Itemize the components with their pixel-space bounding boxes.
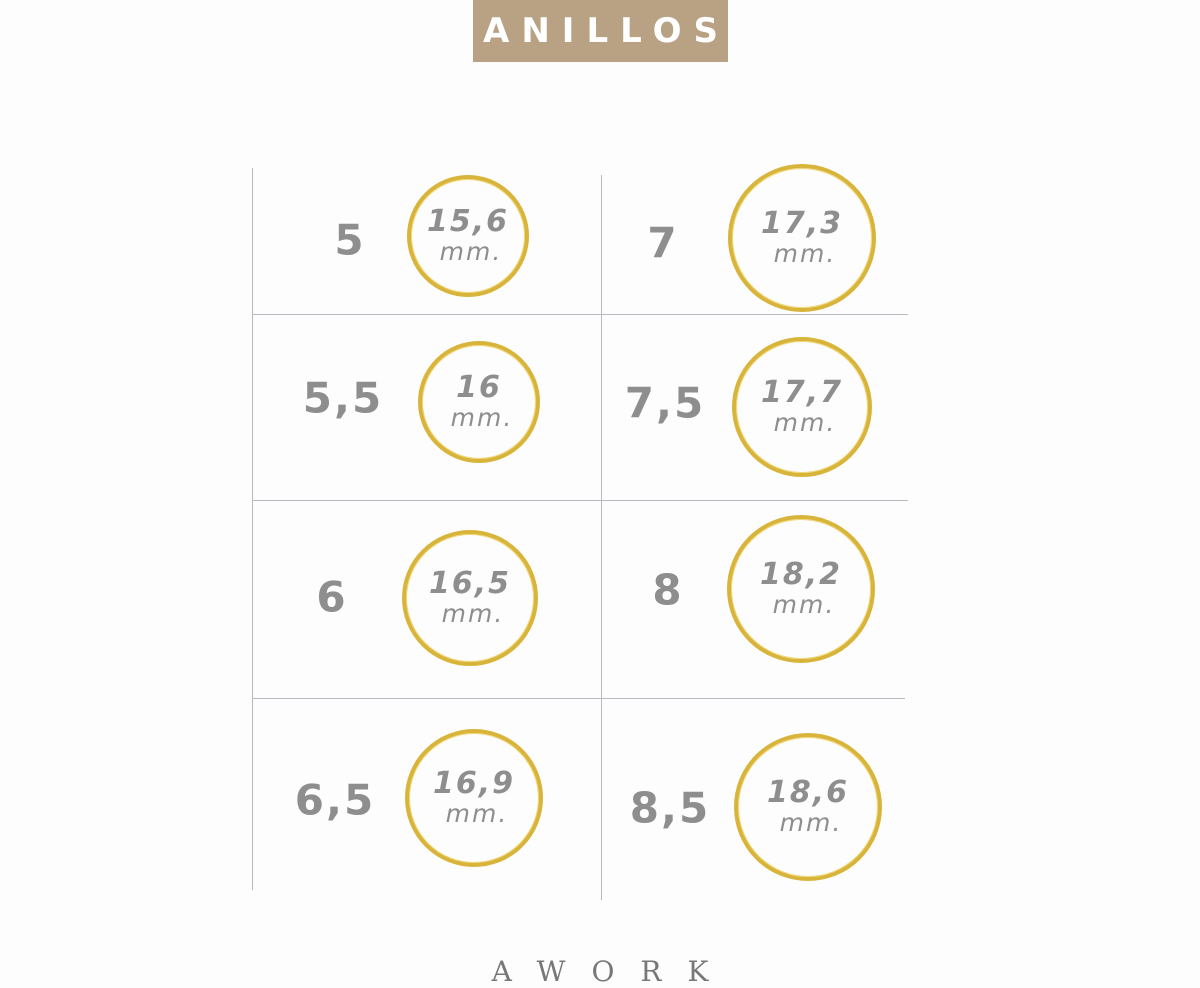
ring-circle-icon: 17,3 mm. — [728, 164, 876, 312]
ring-circle-icon: 17,7 mm. — [732, 337, 872, 477]
title-banner: ANILLOS — [473, 0, 728, 62]
ring-circle-icon: 18,6 mm. — [734, 733, 882, 881]
ring-circle-icon: 16,9 mm. — [405, 729, 543, 867]
grid-line — [252, 168, 253, 890]
ring-unit: mm. — [450, 403, 514, 432]
ring-circle-icon: 16 mm. — [418, 341, 540, 463]
ring-diameter: 15,6 — [426, 204, 510, 239]
footer-brand: AWORK — [491, 955, 735, 988]
ring-unit: mm. — [773, 239, 837, 268]
ring-unit: mm. — [779, 808, 843, 837]
ring-circle-icon: 16,5 mm. — [402, 530, 538, 666]
ring-diameter: 17,7 — [760, 375, 844, 410]
ring-diameter: 18,2 — [759, 557, 843, 592]
grid-line — [253, 698, 905, 699]
title: ANILLOS — [483, 11, 730, 51]
grid-line — [253, 500, 908, 501]
ring-size-label: 8 — [652, 565, 684, 615]
grid-line — [601, 175, 602, 900]
ring-unit: mm. — [439, 237, 503, 266]
ring-diameter: 17,3 — [760, 206, 844, 241]
ring-unit: mm. — [441, 599, 505, 628]
ring-unit: mm. — [445, 799, 509, 828]
grid-line — [253, 314, 908, 315]
ring-size-label: 6 — [316, 572, 348, 622]
ring-diameter: 18,6 — [766, 775, 850, 810]
ring-size-label: 8,5 — [629, 783, 711, 833]
ring-unit: mm. — [773, 408, 837, 437]
ring-diameter: 16 — [456, 370, 502, 405]
ring-size-label: 5 — [334, 215, 366, 265]
ring-unit: mm. — [772, 590, 836, 619]
ring-size-label: 6,5 — [294, 775, 376, 825]
ring-size-label: 7 — [647, 218, 679, 268]
ring-diameter: 16,5 — [428, 566, 512, 601]
ring-circle-icon: 15,6 mm. — [407, 175, 529, 297]
ring-diameter: 16,9 — [432, 766, 516, 801]
ring-size-label: 5,5 — [302, 373, 384, 423]
ring-circle-icon: 18,2 mm. — [727, 515, 875, 663]
ring-size-label: 7,5 — [624, 378, 706, 428]
